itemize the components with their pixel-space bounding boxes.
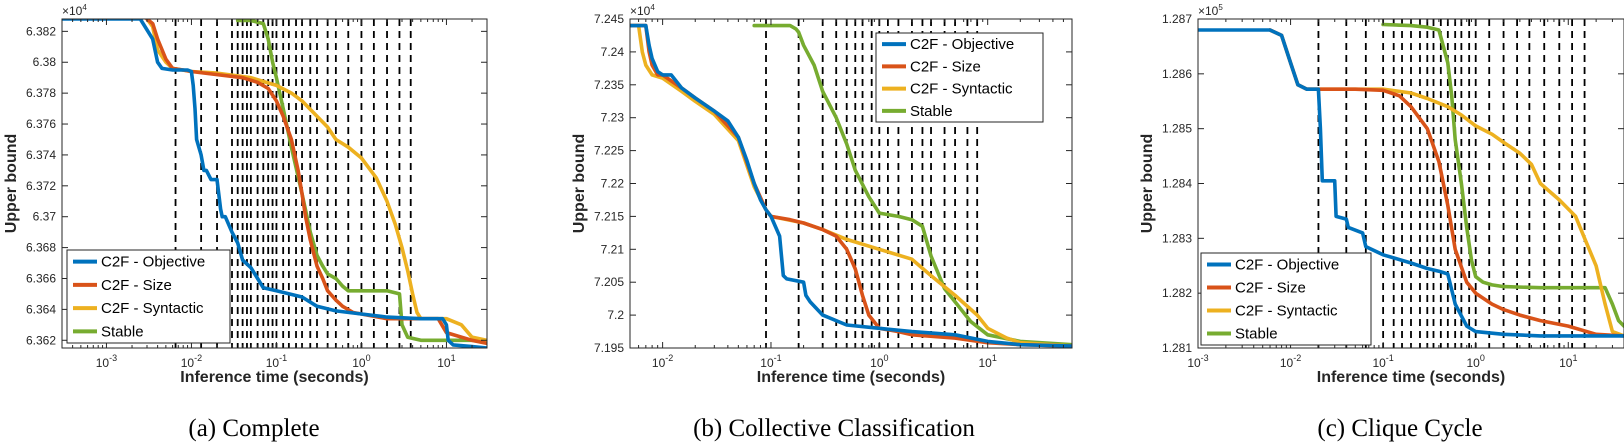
x-axis: 10-2 10-1 100 101 <box>629 19 1073 370</box>
y-tick-label: 7.245 <box>594 12 624 26</box>
series-line-stable <box>752 23 1072 347</box>
x-tick-label: 100 <box>352 353 370 370</box>
y-tick-label: 7.2 <box>607 308 624 322</box>
legend-entry: C2F - Objective <box>101 254 205 271</box>
legend: C2F - Objective C2F - Size C2F - Syntactic… <box>1200 252 1372 346</box>
x-axis: 10-3 10-2 10-1 100 101 <box>1187 19 1624 370</box>
legend-entry: Stable <box>101 323 144 340</box>
x-tick-label: 10-1 <box>1372 353 1393 370</box>
chart-panel-0: 10-3 10-2 10-1 100 1016.3626.3646.3666.3686.… <box>3 3 488 442</box>
legend-entry: C2F - Size <box>1235 280 1306 297</box>
legend-entry: Stable <box>910 103 953 120</box>
y-tick-label: 6.374 <box>26 148 56 162</box>
y-tick-label: 7.195 <box>594 341 624 355</box>
y-axis: 1.281 1.282 1.283 1.284 1.285 1.286 1.287 <box>1162 12 1624 355</box>
x-tick-label: 10-3 <box>96 353 117 370</box>
legend-entry: C2F - Size <box>910 58 981 75</box>
y-tick-label: 6.366 <box>26 271 56 285</box>
legend-entry: C2F - Size <box>101 277 172 294</box>
y-tick-label: 7.21 <box>601 242 625 256</box>
legend: C2F - Objective C2F - Size C2F - Syntactic… <box>66 249 231 344</box>
y-tick-label: 7.205 <box>594 275 624 289</box>
y-tick-label: 1.286 <box>1162 67 1192 81</box>
y-tick-label: 6.38 <box>33 55 57 69</box>
series-line-c2f-objective <box>1198 28 1624 338</box>
y-tick-label: 7.22 <box>601 177 625 191</box>
subfigure-caption: (c) Clique Cycle <box>1317 415 1482 442</box>
y-tick-label: 6.364 <box>26 302 56 316</box>
x-axis-label: Inference time (seconds) <box>1317 369 1506 386</box>
y-axis-label: Upper bound <box>1139 134 1156 234</box>
y-axis-label: Upper bound <box>3 134 20 234</box>
x-axis-label: Inference time (seconds) <box>180 369 369 386</box>
chart-panel-1: 10-2 10-1 100 101 7.195 7.2 7.205 7.21 7.215 7.22… <box>571 3 1073 442</box>
y-tick-label: 7.215 <box>594 209 624 223</box>
series-line-stable <box>1381 22 1624 328</box>
y-tick-label: 1.284 <box>1162 177 1192 191</box>
series-line-c2f-objective <box>62 19 487 348</box>
y-tick-label: 6.372 <box>26 179 56 193</box>
legend-entry: C2F - Syntactic <box>1235 303 1338 320</box>
y-tick-label: 7.24 <box>601 45 625 59</box>
x-tick-label: 10-1 <box>266 353 287 370</box>
y-tick-label: 6.368 <box>26 241 56 255</box>
x-tick-label: 100 <box>1467 353 1485 370</box>
y-axis: 6.362 6.364 6.366 6.368 6.37 6.372 6.374 6.376 6… <box>26 24 487 347</box>
series-line-c2f-objective <box>630 23 1072 348</box>
x-axis-label: Inference time (seconds) <box>757 369 946 386</box>
y-tick-label: 7.225 <box>594 144 624 158</box>
x-tick-label: 100 <box>870 353 888 370</box>
legend-entry: C2F - Syntactic <box>910 81 1013 98</box>
y-tick-label: 6.382 <box>26 24 56 38</box>
legend-entry: C2F - Syntactic <box>101 300 204 317</box>
y-exponent-label: ×104 <box>630 3 655 18</box>
y-tick-label: 1.282 <box>1162 286 1192 300</box>
x-tick-label: 101 <box>978 353 996 370</box>
legend-entry: Stable <box>1235 326 1278 343</box>
x-tick-label: 101 <box>437 353 455 370</box>
y-exponent-label: ×104 <box>62 3 87 18</box>
y-tick-label: 1.281 <box>1162 341 1192 355</box>
legend-entry: C2F - Objective <box>910 36 1014 53</box>
x-tick-label: 10-2 <box>181 353 202 370</box>
chart-panel-2: 10-3 10-2 10-1 100 1011.2811.2821.2831.2841.… <box>1139 3 1624 442</box>
y-tick-label: 1.285 <box>1162 122 1192 136</box>
refinement-lines <box>1317 19 1586 348</box>
axes-box <box>61 18 488 349</box>
x-tick-label: 10-1 <box>760 353 781 370</box>
y-tick-label: 6.378 <box>26 86 56 100</box>
x-tick-label: 10-2 <box>652 353 673 370</box>
y-tick-label: 7.235 <box>594 78 624 92</box>
y-tick-label: 7.23 <box>601 111 625 125</box>
y-tick-label: 6.362 <box>26 333 56 347</box>
x-tick-label: 101 <box>1559 353 1577 370</box>
y-axis-label: Upper bound <box>571 134 588 234</box>
series-line-stable <box>235 19 487 343</box>
y-exponent-label: ×105 <box>1198 3 1223 18</box>
x-axis: 10-3 10-2 10-1 100 101 <box>61 19 488 370</box>
refinement-lines <box>174 19 412 348</box>
legend: C2F - Objective C2F - Size C2F - Syntactic… <box>875 32 1044 123</box>
subfigure-caption: (b) Collective Classification <box>693 415 975 442</box>
subfigure-caption: (a) Complete <box>188 415 319 442</box>
y-tick-label: 1.287 <box>1162 12 1192 26</box>
y-tick-label: 1.283 <box>1162 231 1192 245</box>
x-tick-label: 10-2 <box>1280 353 1301 370</box>
x-tick-label: 10-3 <box>1187 353 1208 370</box>
y-tick-label: 6.376 <box>26 117 56 131</box>
y-tick-label: 6.37 <box>33 210 57 224</box>
y-axis: 7.195 7.2 7.205 7.21 7.215 7.22 7.225 7.23 7.235… <box>594 12 1072 355</box>
legend-entry: C2F - Objective <box>1235 257 1339 274</box>
